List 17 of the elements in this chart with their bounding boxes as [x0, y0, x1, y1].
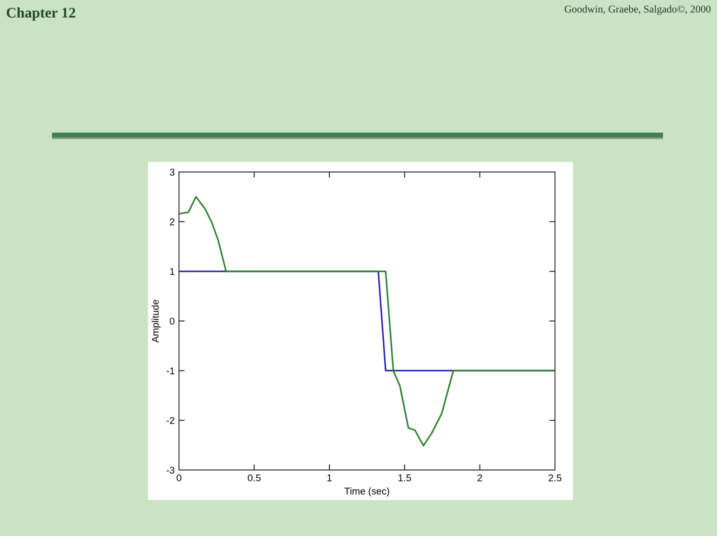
- y-tick-label: -3: [166, 466, 174, 474]
- x-tick-label: 2.5: [548, 474, 562, 482]
- y-tick-label: 2: [170, 218, 174, 226]
- y-tick-label: -2: [166, 417, 174, 424]
- y-tick-label: 3: [170, 168, 174, 176]
- x-tick-label: 2: [478, 474, 482, 482]
- x-tick-label: 0: [176, 474, 182, 482]
- x-axis-title: Time (sec): [344, 487, 390, 496]
- x-tick-label: 1: [327, 474, 332, 482]
- x-tick-label: 1.5: [398, 474, 411, 482]
- y-tick-label: -1: [166, 368, 174, 374]
- text: Goodwin, Graebe, Salgado©, 2000: [564, 5, 711, 15]
- y-tick-label: 0: [170, 318, 174, 325]
- x-tick-label: 0.5: [248, 474, 261, 482]
- y-tick-label: 1: [170, 268, 174, 275]
- y-axis-title: Amplitude: [152, 300, 161, 343]
- text: Chapter 12: [6, 7, 76, 21]
